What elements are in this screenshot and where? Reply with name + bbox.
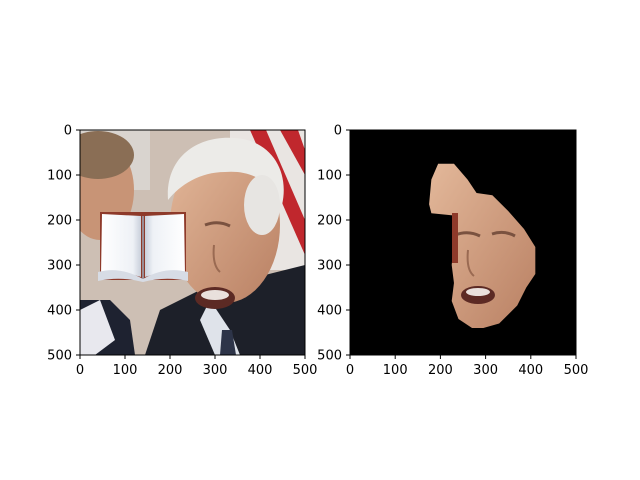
y-tick-label: 0 [334,124,342,139]
x-tick-label: 400 [518,363,543,378]
y-tick-label: 500 [317,349,342,364]
y-tick-label: 0 [64,124,72,139]
x-tick-label: 300 [203,363,228,378]
face-mask-region [429,163,536,328]
x-tick-label: 400 [248,363,273,378]
x-tick-label: 200 [158,363,183,378]
axes-left: 0 100 200 300 400 500 0 100 200 300 400 500 [47,124,317,379]
y-tick-label: 100 [47,169,72,184]
y-tick-label: 400 [317,304,342,319]
y-tick-label: 400 [47,304,72,319]
x-tick-label: 500 [564,363,589,378]
open-book-icon [98,212,188,282]
axes-left-frame [79,129,306,356]
x-tick-label: 300 [473,363,498,378]
y-tick-label: 500 [47,349,72,364]
axes-right-frame [349,129,577,356]
x-tick-label: 100 [113,363,138,378]
y-tick-label: 200 [47,214,72,229]
y-tick-label: 300 [317,259,342,274]
x-tick-label: 0 [76,363,84,378]
x-tick-label: 500 [293,363,318,378]
face-features [452,213,516,304]
x-tick-label: 100 [383,363,408,378]
ticks-left: 0 100 200 300 400 500 0 100 200 300 400 500 [47,124,317,379]
y-tick-label: 200 [317,214,342,229]
axes-right: 0 100 200 300 400 500 0 100 200 300 400 500 [317,124,588,379]
ticks-right: 0 100 200 300 400 500 0 100 200 300 400 500 [317,124,588,379]
y-tick-label: 100 [317,169,342,184]
x-tick-label: 200 [428,363,453,378]
y-tick-label: 300 [47,259,72,274]
x-tick-label: 0 [346,363,354,378]
photo-left [80,130,305,355]
